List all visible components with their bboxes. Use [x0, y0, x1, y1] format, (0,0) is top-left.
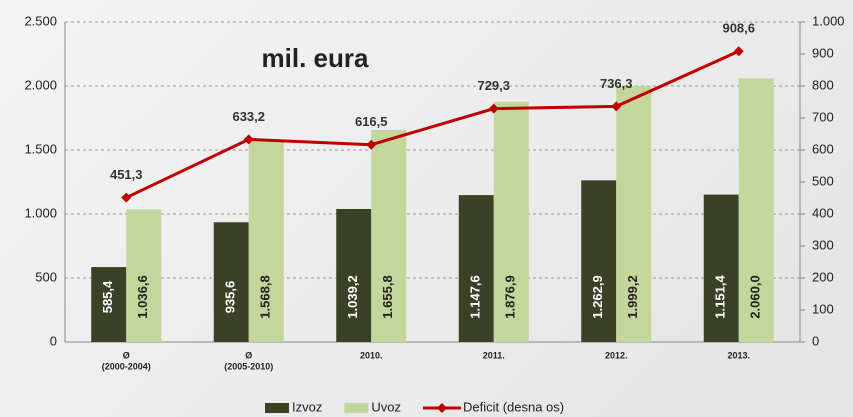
y2-tick-label: 900 [812, 45, 834, 60]
y-tick-label: 1.500 [24, 141, 57, 156]
value-label: 1.262,9 [590, 275, 605, 318]
bar [336, 208, 372, 342]
bar [738, 78, 774, 342]
x-tick-label: Ø [245, 350, 252, 360]
value-label: 935,6 [223, 281, 238, 314]
x-tick-label: 2013. [727, 350, 750, 360]
x-tick-label: (2005-2010) [224, 361, 273, 371]
y-tick-label: 2.000 [24, 77, 57, 92]
bar [458, 195, 494, 342]
value-label: 2.060,0 [748, 275, 763, 318]
value-label: 1.876,9 [503, 275, 518, 318]
x-tick-label: 2010. [360, 350, 383, 360]
y2-tick-label: 500 [812, 173, 834, 188]
value-label: 736,3 [600, 76, 633, 91]
y2-tick-label: 100 [812, 301, 834, 316]
y2-tick-label: 400 [812, 205, 834, 220]
bar [371, 130, 407, 342]
marker [121, 192, 132, 203]
y-tick-label: 1.000 [24, 205, 57, 220]
legend-swatch [344, 403, 369, 413]
marker [733, 46, 744, 57]
y2-tick-label: 800 [812, 77, 834, 92]
value-label: 585,4 [100, 280, 115, 313]
x-tick-label: (2000-2004) [102, 361, 151, 371]
marker [488, 103, 499, 114]
x-tick-label: 2012. [605, 350, 628, 360]
x-tick-label: 2011. [483, 350, 505, 360]
value-label: 451,3 [110, 167, 143, 182]
value-label: 633,2 [232, 109, 265, 124]
y2-tick-label: 300 [812, 237, 834, 252]
bar [703, 194, 739, 342]
value-label: 616,5 [355, 114, 388, 129]
y2-tick-label: 1.000 [812, 13, 845, 28]
x-tick-label: Ø [123, 350, 130, 360]
bar [213, 222, 249, 342]
bar [616, 86, 652, 342]
value-label: 1.147,6 [468, 275, 483, 318]
y-tick-label: 500 [35, 269, 57, 284]
legend-label: Deficit (desna os) [463, 399, 564, 414]
value-label: 1.655,8 [380, 275, 395, 318]
bar [493, 101, 529, 342]
y2-tick-label: 700 [812, 109, 834, 124]
y-tick-label: 0 [50, 333, 57, 348]
value-label: 1.999,2 [625, 275, 640, 318]
line [125, 49, 740, 199]
legend-swatch [265, 403, 289, 413]
value-label: 1.151,4 [713, 275, 728, 319]
y2-tick-label: 0 [812, 333, 819, 348]
value-label: 1.039,2 [345, 275, 360, 318]
marker [243, 134, 254, 145]
value-label: 908,6 [722, 21, 755, 36]
annotation: mil. eura [262, 43, 369, 73]
y-tick-label: 2.500 [24, 13, 57, 28]
bar [581, 180, 617, 342]
value-label: 1.568,8 [258, 275, 273, 318]
legend-marker [436, 403, 447, 413]
bar [91, 267, 127, 342]
bar [248, 141, 284, 342]
marker [366, 139, 377, 150]
legend-label: Uvoz [371, 399, 401, 414]
bar [126, 209, 162, 342]
marker [611, 101, 622, 112]
value-label: 729,3 [477, 78, 510, 93]
y2-tick-label: 600 [812, 141, 834, 156]
y2-tick-label: 200 [812, 269, 834, 284]
value-label: 1.036,6 [135, 275, 150, 318]
legend-label: Izvoz [292, 399, 322, 414]
